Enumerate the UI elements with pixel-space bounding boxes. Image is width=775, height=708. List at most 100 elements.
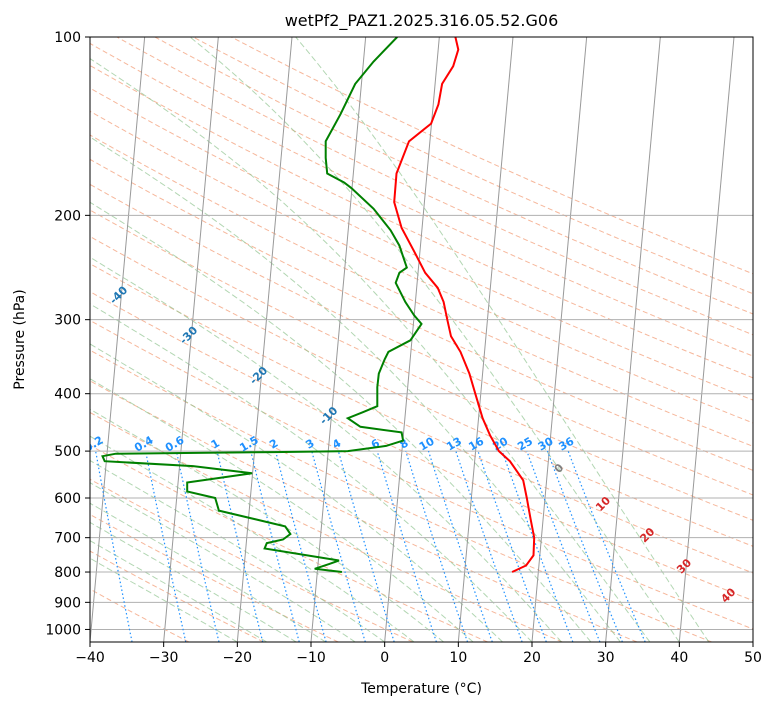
mixing-ratio-line xyxy=(337,450,395,642)
mixing-ratio-line xyxy=(311,450,366,642)
dewpoint-line xyxy=(101,37,423,573)
dry-adiabat-line xyxy=(90,380,638,642)
dry-adiabat-label: 30 xyxy=(674,556,694,576)
temperature-line xyxy=(393,37,536,573)
dry-adiabat-line xyxy=(90,291,753,602)
x-tick-label: 10 xyxy=(449,650,467,666)
mixing-ratio-line xyxy=(455,450,523,642)
isotherm-label: -30 xyxy=(177,324,200,347)
background-line-labels: 0.10.20.40.611.52346810131620253036-100-… xyxy=(37,243,739,605)
isotherm-label: -50 xyxy=(37,243,60,266)
dry-adiabat-line xyxy=(90,235,753,547)
y-tick-label: 400 xyxy=(54,387,81,403)
y-tick-label: 600 xyxy=(54,491,81,507)
mixing-ratio-line xyxy=(275,450,327,642)
isotherm-label: -10 xyxy=(317,404,340,427)
mixing-ratio-line xyxy=(145,450,187,642)
isotherm-line xyxy=(678,37,735,642)
dry-adiabat-line xyxy=(115,37,753,336)
x-tick-label: −30 xyxy=(149,650,179,666)
mixing-ratio-label: 4 xyxy=(330,436,343,451)
y-tick-label: 100 xyxy=(54,30,81,46)
moist-adiabat-line xyxy=(90,540,268,642)
moist-adiabat-line xyxy=(90,482,356,642)
axes: −40 −30 −20 −10 0 10 20 30 40 5010020030040050060… xyxy=(45,30,762,666)
mixing-ratio-line xyxy=(526,450,601,642)
x-tick-label: −20 xyxy=(223,650,253,666)
moist-adiabat-line xyxy=(90,256,562,642)
x-tick-label: 50 xyxy=(744,650,762,666)
moist-adiabat-line xyxy=(90,58,651,642)
y-tick-label: 800 xyxy=(54,565,81,581)
dry-adiabat-line xyxy=(90,183,753,496)
moist-adiabat-line xyxy=(90,201,592,642)
x-axis-label: Temperature (°C) xyxy=(360,681,482,697)
y-tick-label: 200 xyxy=(54,208,81,224)
dry-adiabat-label: 10 xyxy=(593,494,613,514)
mixing-ratio-line xyxy=(250,450,300,642)
isotherm-label: -20 xyxy=(247,364,270,387)
dry-adiabat-line xyxy=(90,513,339,642)
moist-adiabat-line xyxy=(90,459,385,642)
moist-adiabat-line xyxy=(90,378,474,642)
isotherm-line xyxy=(457,37,514,642)
mixing-ratio-line xyxy=(546,450,623,642)
mixing-ratio-line xyxy=(427,450,493,642)
y-tick-label: 900 xyxy=(54,595,81,611)
isotherm-line xyxy=(752,636,753,642)
background-lines xyxy=(90,37,753,642)
y-tick-label: 300 xyxy=(54,313,81,329)
moist-adiabat-line xyxy=(90,557,238,642)
isotherm-line xyxy=(310,37,367,642)
zero-isotherm-label: 0 xyxy=(552,461,567,476)
y-tick-label: 700 xyxy=(54,531,81,547)
dry-adiabat-line xyxy=(90,134,753,447)
chart-title: wetPf2_PAZ1.2025.316.05.52.G06 xyxy=(285,11,559,31)
isotherm-line xyxy=(90,37,146,642)
mixing-ratio-label: 1 xyxy=(209,437,222,452)
moist-adiabat-line xyxy=(90,408,444,642)
dry-adiabat-line xyxy=(90,588,190,642)
isotherm-line xyxy=(605,37,661,642)
dry-adiabat-line xyxy=(90,411,563,642)
plot-frame xyxy=(89,36,754,643)
mixing-ratio-line xyxy=(477,450,547,642)
dry-adiabat-line xyxy=(90,64,753,379)
dry-adiabat-line xyxy=(90,110,753,424)
dry-adiabat-line xyxy=(192,37,753,295)
mixing-ratio-line xyxy=(405,450,469,642)
dry-adiabat-line xyxy=(153,37,753,315)
mixing-ratio-line xyxy=(216,450,264,642)
isotherm-line xyxy=(531,37,588,642)
mixing-ratio-label: 6 xyxy=(369,436,382,451)
mixing-ratio-line xyxy=(175,450,220,642)
dry-adiabat-line xyxy=(230,37,753,275)
mixing-ratio-line xyxy=(501,450,574,642)
mixing-ratio-line xyxy=(567,450,646,642)
profile-series xyxy=(101,37,536,573)
moist-adiabat-line xyxy=(90,521,297,642)
y-tick-label: 1000 xyxy=(45,622,81,638)
mixing-ratio-line xyxy=(95,450,133,642)
mixing-ratio-line xyxy=(376,450,437,642)
dry-adiabat-line xyxy=(90,263,753,574)
dry-adiabat-line xyxy=(90,42,753,357)
isotherm-line xyxy=(236,37,293,642)
dry-adiabat-line xyxy=(90,209,753,521)
moist-adiabat-line xyxy=(90,136,621,642)
y-tick-label: 500 xyxy=(54,444,81,460)
dry-adiabat-line xyxy=(90,478,414,642)
dry-adiabat-line xyxy=(90,319,753,630)
y-axis-label: Pressure (hPa) xyxy=(12,289,28,389)
x-tick-label: 40 xyxy=(670,650,688,666)
x-tick-label: −40 xyxy=(75,650,105,666)
moist-adiabat-line xyxy=(295,37,710,642)
x-tick-label: 30 xyxy=(597,650,615,666)
dry-adiabat-line xyxy=(90,87,753,401)
moist-adiabat-line xyxy=(189,37,680,642)
dry-adiabat-line xyxy=(90,158,753,471)
isotherm-line xyxy=(163,37,219,642)
x-tick-label: 20 xyxy=(523,650,541,666)
moist-adiabat-line xyxy=(90,303,533,642)
